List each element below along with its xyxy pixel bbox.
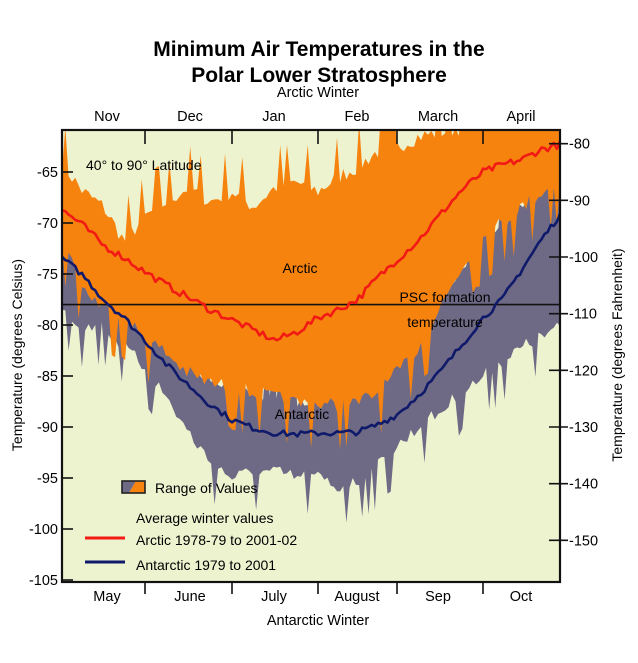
y-tick-label-right: -130 bbox=[569, 420, 598, 436]
region-label: 40° to 90° Latitude bbox=[86, 157, 202, 173]
y-tick-label-right: -90 bbox=[569, 193, 590, 209]
chart-title-line2: Polar Lower Stratosphere bbox=[191, 64, 447, 87]
legend-range-label: Range of Values bbox=[155, 480, 257, 496]
legend-range-swatch bbox=[121, 480, 146, 494]
x-tick-label-bottom: May bbox=[93, 589, 121, 605]
arctic-range-band bbox=[62, 130, 560, 450]
legend: Range of Values Average winter values Ar… bbox=[85, 480, 297, 573]
x-tick-label-top: April bbox=[506, 109, 535, 125]
y-tick-label-left: -85 bbox=[37, 369, 58, 385]
antarctic-average-line bbox=[62, 213, 560, 438]
y-tick-label-left: -70 bbox=[37, 216, 58, 232]
y-tick-label-left: -75 bbox=[37, 267, 58, 283]
y-tick-label-left: -65 bbox=[37, 165, 58, 181]
x-tick-label-bottom: June bbox=[174, 589, 205, 605]
x-tick-label-bottom: August bbox=[334, 589, 379, 605]
y-tick-label-left: -95 bbox=[37, 471, 58, 487]
bottom-axis-title: Antarctic Winter bbox=[267, 613, 369, 629]
legend-avg-heading: Average winter values bbox=[136, 510, 273, 526]
antarctic-range-band bbox=[62, 133, 560, 523]
y-tick-label-left: -105 bbox=[29, 573, 58, 589]
y-tick-label-left: -90 bbox=[37, 420, 58, 436]
y-tick-label-right: -150 bbox=[569, 533, 598, 549]
x-tick-label-top: March bbox=[418, 109, 458, 125]
x-tick-label-bottom: July bbox=[261, 589, 288, 605]
y-tick-label-right: -80 bbox=[569, 137, 590, 153]
legend-antarctic-label: Antarctic 1979 to 2001 bbox=[136, 557, 276, 573]
y-axis-label-left: Temperature (degrees Celsius) bbox=[9, 259, 25, 451]
x-tick-label-top: Jan bbox=[262, 109, 285, 125]
legend-arctic-label: Arctic 1978-79 to 2001-02 bbox=[136, 532, 297, 548]
arctic-area-label: Arctic bbox=[283, 260, 318, 276]
y-tick-label-right: -100 bbox=[569, 250, 598, 266]
x-tick-label-bottom: Sep bbox=[425, 589, 451, 605]
top-axis-title: Arctic Winter bbox=[277, 85, 359, 101]
chart-title-line1: Minimum Air Temperatures in the bbox=[153, 38, 484, 61]
y-axis-label-right: Temperature (degrees Fahrenheit) bbox=[609, 248, 625, 461]
antarctic-area-label: Antarctic bbox=[275, 406, 329, 422]
y-tick-label-right: -110 bbox=[569, 307, 597, 323]
plot-frame bbox=[60, 128, 562, 584]
y-tick-label-left: -80 bbox=[37, 318, 58, 334]
x-tick-label-top: Feb bbox=[345, 109, 370, 125]
x-tick-label-top: Dec bbox=[177, 109, 203, 125]
y-tick-label-left: -100 bbox=[29, 522, 58, 538]
arctic-average-line bbox=[62, 140, 560, 342]
x-tick-label-top: Nov bbox=[94, 109, 121, 125]
psc-label-line2: temperature bbox=[407, 314, 483, 330]
psc-label-line1: PSC formation bbox=[399, 289, 490, 305]
y-tick-label-right: -120 bbox=[569, 363, 598, 379]
x-tick-label-bottom: Oct bbox=[510, 589, 533, 605]
y-tick-label-right: -140 bbox=[569, 477, 598, 493]
